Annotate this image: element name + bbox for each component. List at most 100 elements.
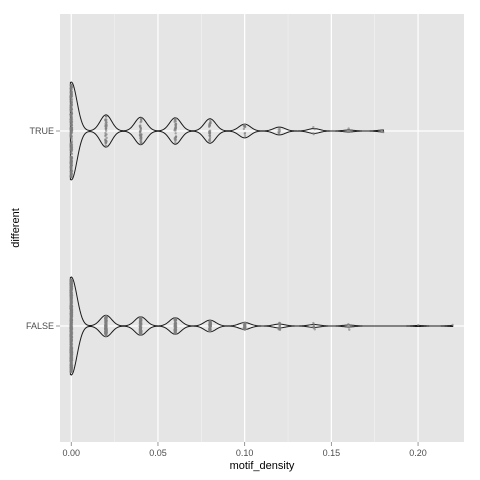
data-point	[69, 93, 73, 96]
axes: 0.00 0.05 0.10 0.15 0.20 TRUE FALSE	[26, 126, 427, 458]
data-point	[278, 327, 281, 331]
data-point	[138, 327, 142, 330]
data-point	[69, 365, 73, 369]
data-point	[174, 141, 177, 144]
data-point	[69, 288, 73, 291]
data-point	[138, 133, 142, 136]
data-point	[70, 149, 73, 152]
data-point	[70, 145, 73, 148]
data-point	[451, 323, 454, 327]
data-point	[208, 322, 211, 325]
data-point	[70, 349, 74, 353]
data-point	[70, 135, 73, 138]
y-axis-title: different	[10, 208, 22, 248]
y-tick-label: FALSE	[26, 321, 54, 331]
data-point	[69, 282, 73, 285]
data-point	[104, 330, 107, 333]
data-point	[104, 118, 107, 121]
data-point	[208, 125, 211, 129]
data-point	[347, 326, 350, 329]
data-point	[173, 332, 177, 335]
data-point	[312, 132, 315, 136]
data-point	[70, 84, 74, 88]
data-point	[69, 313, 73, 317]
data-point	[70, 103, 74, 106]
jittered-points	[69, 83, 454, 374]
data-point	[174, 118, 177, 121]
data-point	[139, 121, 142, 124]
data-point	[104, 127, 108, 130]
data-point	[140, 323, 143, 327]
data-point	[70, 159, 73, 162]
data-point	[104, 324, 107, 327]
data-point	[104, 122, 107, 125]
data-point	[347, 323, 350, 326]
data-point	[209, 120, 212, 124]
data-point	[70, 116, 73, 119]
data-point	[105, 315, 108, 318]
data-point	[243, 324, 246, 327]
data-point	[70, 87, 73, 90]
data-point	[243, 134, 247, 138]
data-point	[382, 130, 385, 134]
data-point	[69, 118, 72, 121]
data-point	[278, 323, 281, 326]
data-point	[173, 129, 176, 132]
data-point	[69, 310, 73, 313]
data-point	[70, 169, 73, 173]
data-point	[417, 323, 420, 327]
data-point	[70, 302, 73, 305]
data-point	[139, 126, 142, 129]
data-point	[173, 327, 177, 331]
data-point	[138, 130, 142, 133]
data-point	[140, 118, 143, 121]
data-point	[347, 127, 350, 130]
data-point	[70, 320, 73, 323]
data-point	[69, 123, 73, 126]
data-point	[277, 131, 280, 135]
data-point	[69, 126, 73, 130]
data-point	[70, 97, 74, 101]
data-point	[70, 107, 73, 110]
data-point	[70, 111, 73, 114]
x-tick-label: 0.15	[323, 448, 341, 458]
data-point	[140, 318, 143, 322]
plot-panel	[60, 14, 464, 442]
data-point	[174, 123, 177, 126]
data-point	[69, 295, 73, 299]
data-point	[277, 128, 281, 131]
violin-false	[69, 276, 454, 376]
x-tick-label: 0.05	[149, 448, 167, 458]
data-point	[70, 130, 74, 134]
data-point	[208, 137, 212, 141]
data-point	[104, 133, 107, 137]
data-point	[69, 324, 72, 327]
data-point	[313, 127, 316, 131]
data-point	[69, 89, 73, 92]
data-point	[70, 355, 74, 358]
data-point	[278, 321, 281, 325]
data-point	[138, 325, 142, 328]
data-point	[69, 293, 72, 296]
data-point	[173, 325, 176, 329]
data-point	[174, 322, 177, 325]
data-point	[69, 332, 72, 336]
data-point	[209, 325, 212, 329]
data-point	[70, 335, 74, 339]
x-tick-label: 0.10	[236, 448, 254, 458]
data-point	[140, 321, 143, 325]
data-point	[104, 129, 108, 132]
data-point	[69, 300, 72, 303]
x-tick-label: 0.00	[63, 448, 81, 458]
data-point	[70, 164, 73, 167]
data-point	[243, 126, 246, 129]
data-point	[208, 328, 212, 331]
data-point	[312, 322, 315, 326]
data-point	[70, 156, 73, 160]
data-point	[140, 140, 143, 144]
data-point	[138, 330, 142, 333]
data-point	[70, 141, 73, 144]
data-point	[313, 328, 316, 331]
data-point	[312, 126, 315, 129]
